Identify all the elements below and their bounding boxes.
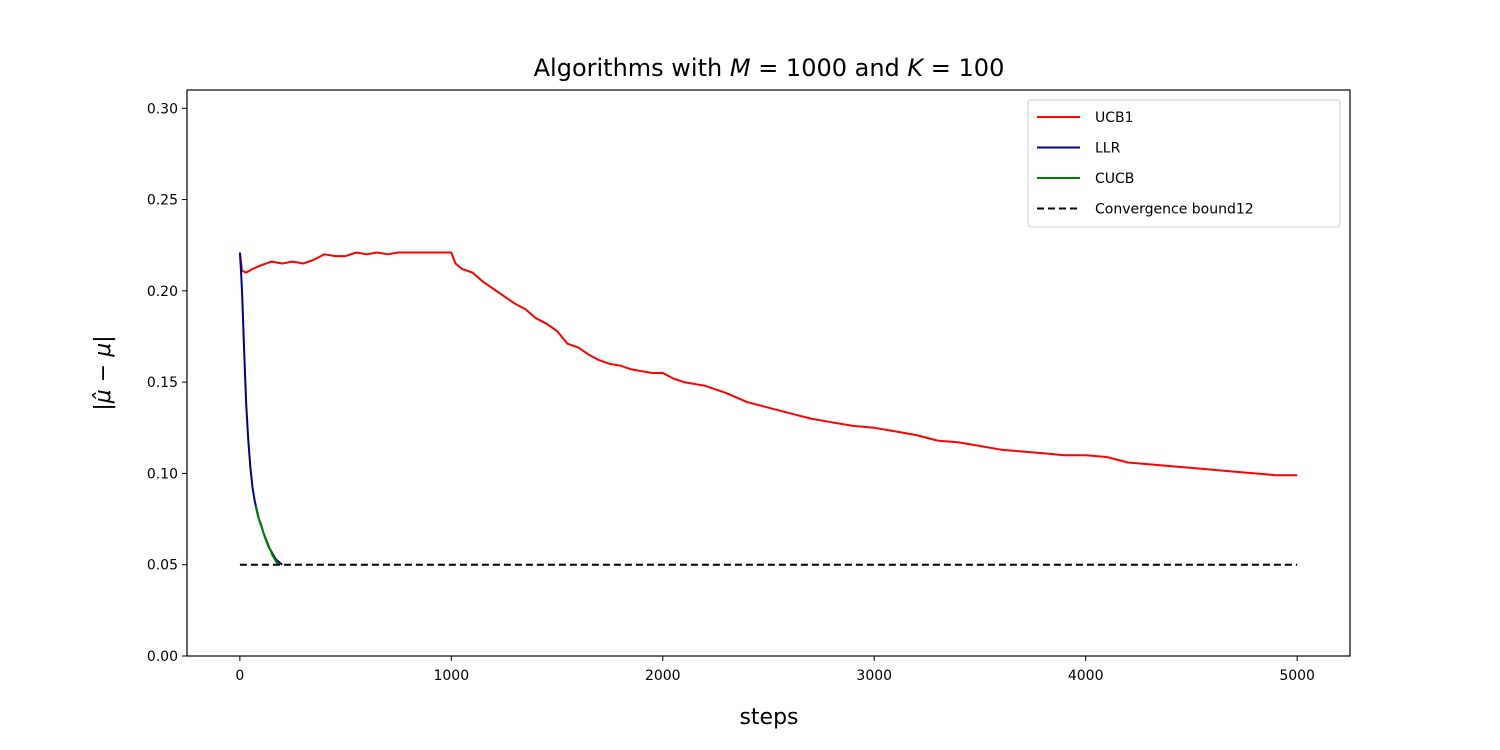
y-tick-label: 0.05: [147, 558, 178, 574]
legend-label-llr: LLR: [1095, 141, 1121, 157]
series-line-ucb1: [238, 251, 1298, 477]
y-axis: 0.00 0.05 0.10 0.15 0.20 0.25 0.30: [147, 101, 187, 665]
legend: UCB1 LLR CUCB Convergence bound12: [1027, 99, 1341, 228]
y-tick-label: 0.30: [147, 101, 178, 117]
y-axis-label: |μ̂ − μ|: [91, 335, 116, 410]
series-line-cucb: [254, 506, 280, 566]
title-part: = 1000 and: [751, 54, 908, 82]
x-tick-label: 1000: [433, 668, 469, 684]
legend-box: [1027, 99, 1341, 228]
chart-title: Algorithms with M = 1000 and K = 100: [534, 54, 1005, 82]
plot-frame: [186, 89, 1351, 657]
y-tick-label: 0.10: [147, 466, 178, 482]
x-axis-label: steps: [739, 705, 798, 730]
title-part: = 100: [923, 54, 1004, 82]
plot-lines: [238, 251, 1298, 566]
x-tick-label: 4000: [1068, 668, 1104, 684]
legend-label-convergence-bound12: Convergence bound12: [1095, 202, 1254, 218]
y-tick-label: 0.15: [147, 375, 178, 391]
title-part: Algorithms with: [534, 54, 730, 82]
title-part: M: [730, 54, 751, 82]
title-part: K: [907, 54, 925, 82]
legend-label-cucb: CUCB: [1095, 171, 1134, 187]
legend-label-ucb1: UCB1: [1095, 110, 1134, 126]
y-tick-label: 0.20: [147, 284, 178, 300]
x-axis: 0 1000 2000 3000 4000 5000: [235, 656, 1315, 684]
x-tick-label: 3000: [856, 668, 892, 684]
y-tick-label: 0.25: [147, 193, 178, 209]
y-tick-label: 0.00: [147, 649, 178, 665]
x-tick-label: 0: [235, 668, 244, 684]
x-tick-label: 2000: [645, 668, 681, 684]
x-tick-label: 5000: [1279, 668, 1315, 684]
